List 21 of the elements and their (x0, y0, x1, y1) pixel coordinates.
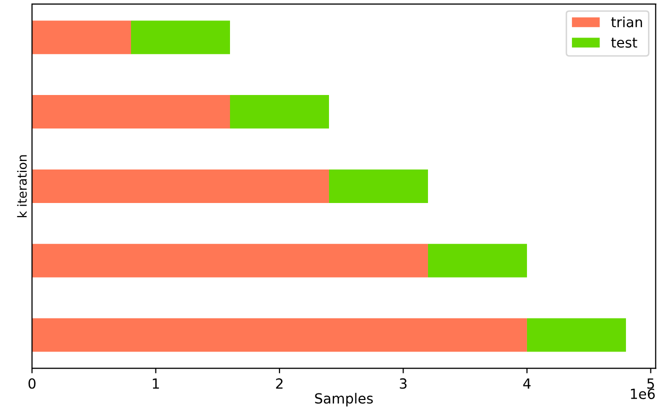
legend-label: test (611, 38, 638, 48)
bar (32, 169, 329, 203)
bar (131, 20, 230, 54)
bar (32, 20, 132, 54)
bar (428, 244, 527, 278)
text: 1e6 (630, 388, 655, 400)
x-tick-label: 5 (647, 378, 654, 389)
x-tick-label: 1 (152, 378, 159, 389)
bar (32, 318, 527, 352)
bar (32, 95, 230, 129)
x-tick-label: 0 (28, 378, 36, 389)
x-tick-label: 2 (276, 378, 283, 389)
bar (230, 95, 329, 129)
y-axis-title: k iteration (17, 155, 27, 218)
x-tick-label: 3 (400, 378, 407, 389)
x-axis-title: Samples (315, 392, 373, 406)
bar (32, 244, 428, 278)
x-tick-label: 4 (523, 378, 531, 389)
bar (328, 169, 428, 203)
legend-label: trian (611, 16, 642, 28)
bar (526, 318, 626, 352)
